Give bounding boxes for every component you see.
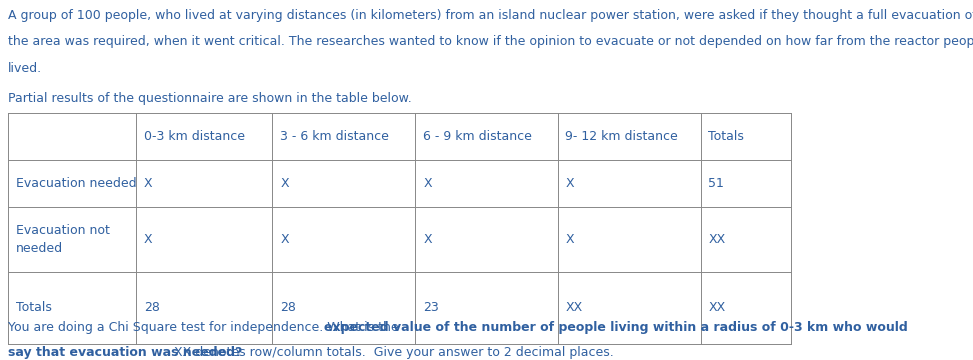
- Text: the area was required, when it went critical. The researches wanted to know if t: the area was required, when it went crit…: [8, 35, 973, 48]
- Text: Totals: Totals: [16, 301, 52, 314]
- Text: Evacuation needed: Evacuation needed: [16, 177, 136, 190]
- Text: 28: 28: [280, 301, 296, 314]
- Text: X: X: [423, 177, 432, 190]
- Text: lived.: lived.: [8, 62, 42, 75]
- Text: X: X: [423, 233, 432, 246]
- Text: A group of 100 people, who lived at varying distances (in kilometers) from an is: A group of 100 people, who lived at vary…: [8, 9, 973, 22]
- Text: 9- 12 km distance: 9- 12 km distance: [565, 130, 678, 143]
- Text: expected value of the number of people living within a radius of 0-3 km who woul: expected value of the number of people l…: [324, 321, 908, 334]
- Text: 3 - 6 km distance: 3 - 6 km distance: [280, 130, 389, 143]
- Text: 28: 28: [144, 301, 160, 314]
- Text: 0-3 km distance: 0-3 km distance: [144, 130, 245, 143]
- Text: X: X: [565, 233, 574, 246]
- Text: X: X: [280, 177, 289, 190]
- Text: 6 - 9 km distance: 6 - 9 km distance: [423, 130, 532, 143]
- Text: You are doing a Chi Square test for independence. What is the: You are doing a Chi Square test for inde…: [8, 321, 403, 334]
- Text: X: X: [565, 177, 574, 190]
- Text: say that evacuation was needed?: say that evacuation was needed?: [8, 346, 242, 359]
- Text: Partial results of the questionnaire are shown in the table below.: Partial results of the questionnaire are…: [8, 92, 412, 105]
- Text: X: X: [280, 233, 289, 246]
- Text: Evacuation not: Evacuation not: [16, 224, 109, 237]
- Text: 23: 23: [423, 301, 439, 314]
- Text: 51: 51: [708, 177, 724, 190]
- Text: XX: XX: [708, 233, 726, 246]
- Text: XX denotes row/column totals.  Give your answer to 2 decimal places.: XX denotes row/column totals. Give your …: [165, 346, 614, 359]
- Text: X: X: [144, 233, 153, 246]
- Text: XX: XX: [565, 301, 583, 314]
- Text: Totals: Totals: [708, 130, 744, 143]
- Text: X: X: [144, 177, 153, 190]
- Text: needed: needed: [16, 242, 62, 255]
- Text: XX: XX: [708, 301, 726, 314]
